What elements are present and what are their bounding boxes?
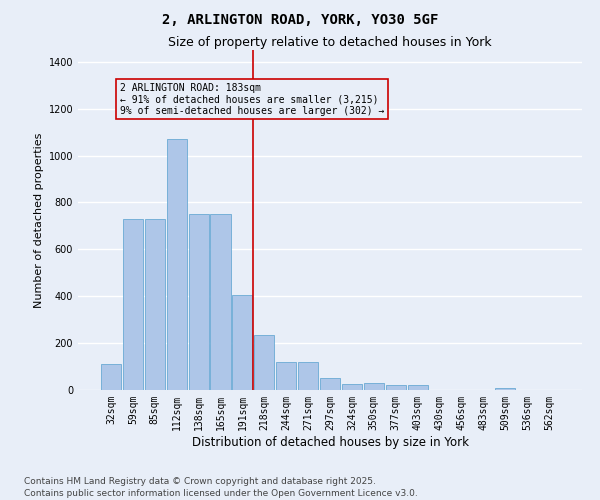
Bar	[188, 214, 209, 390]
Bar	[167, 139, 187, 390]
Bar	[298, 362, 318, 390]
X-axis label: Distribution of detached houses by size in York: Distribution of detached houses by size …	[191, 436, 469, 448]
Y-axis label: Number of detached properties: Number of detached properties	[34, 132, 44, 308]
Text: 2, ARLINGTON ROAD, YORK, YO30 5GF: 2, ARLINGTON ROAD, YORK, YO30 5GF	[162, 12, 438, 26]
Bar	[342, 384, 362, 390]
Bar	[145, 219, 165, 390]
Bar	[364, 383, 384, 390]
Bar	[123, 219, 143, 390]
Bar	[276, 362, 296, 390]
Bar	[101, 364, 121, 390]
Text: 2 ARLINGTON ROAD: 183sqm
← 91% of detached houses are smaller (3,215)
9% of semi: 2 ARLINGTON ROAD: 183sqm ← 91% of detach…	[120, 83, 384, 116]
Bar	[254, 335, 274, 390]
Bar	[386, 386, 406, 390]
Text: Contains HM Land Registry data © Crown copyright and database right 2025.
Contai: Contains HM Land Registry data © Crown c…	[24, 476, 418, 498]
Title: Size of property relative to detached houses in York: Size of property relative to detached ho…	[168, 36, 492, 49]
Bar	[407, 386, 428, 390]
Bar	[495, 388, 515, 390]
Bar	[320, 378, 340, 390]
Bar	[211, 214, 230, 390]
Bar	[232, 295, 253, 390]
